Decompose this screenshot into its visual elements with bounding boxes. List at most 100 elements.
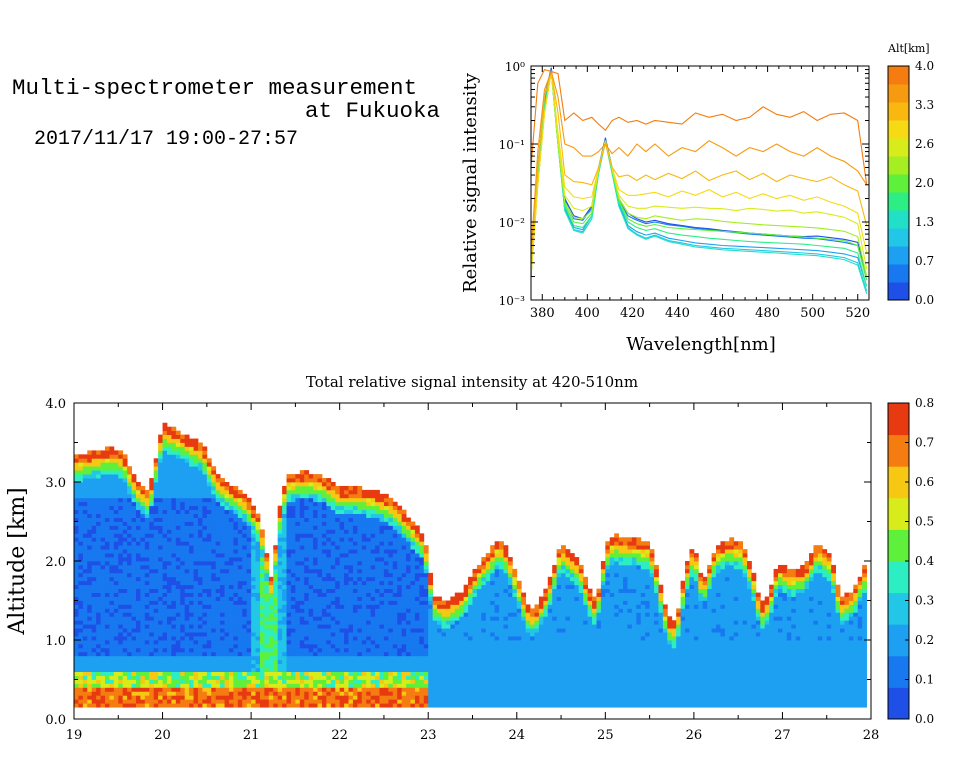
heatmap-cell xyxy=(215,624,221,629)
heatmap-cell xyxy=(228,485,234,491)
heatmap-cell xyxy=(379,576,385,582)
heatmap-cell xyxy=(127,501,132,507)
heatmap-cell xyxy=(370,683,376,688)
heatmap-cell xyxy=(233,533,239,538)
heatmap-cell xyxy=(87,663,93,669)
heatmap-cell xyxy=(428,671,434,676)
heatmap-cell xyxy=(220,553,225,558)
heatmap-cell xyxy=(224,675,230,680)
heatmap-cell xyxy=(140,568,146,574)
heatmap-cell xyxy=(87,489,93,495)
heatmap-cell xyxy=(144,675,150,680)
heatmap-cell xyxy=(308,691,314,696)
heatmap-cell xyxy=(383,572,389,578)
heatmap-cell xyxy=(96,624,101,629)
heatmap-cell xyxy=(454,683,460,688)
heatmap-cell xyxy=(361,545,367,550)
heatmap-cell xyxy=(175,557,181,562)
heatmap-cell xyxy=(153,703,159,708)
heatmap-cell xyxy=(127,647,132,653)
heatmap-cell xyxy=(383,568,389,574)
heatmap-cell xyxy=(118,564,124,570)
heatmap-cell xyxy=(78,683,84,688)
heatmap-cell xyxy=(423,612,429,617)
heatmap-cell xyxy=(91,647,97,653)
heatmap-cell xyxy=(330,489,336,495)
heatmap-cell xyxy=(237,651,243,657)
heatmap-cell xyxy=(104,553,110,558)
altitude-colorbar-tick-label: 1.3 xyxy=(915,215,934,229)
heatmap-cell xyxy=(175,458,181,463)
heatmap-cell xyxy=(211,549,217,554)
heatmap-cell xyxy=(246,675,252,680)
heatmap-cell xyxy=(454,655,460,661)
heatmap-cell xyxy=(233,525,239,530)
heatmap-cell xyxy=(259,564,265,570)
heatmap-cell xyxy=(96,636,101,641)
heatmap-cell xyxy=(215,584,221,590)
heatmap-cell xyxy=(149,600,155,605)
heatmap-cell xyxy=(352,497,358,503)
heatmap-cell xyxy=(441,624,447,629)
heatmap-cell xyxy=(286,485,292,491)
heatmap-cell xyxy=(104,671,110,676)
heatmap-cell xyxy=(321,541,327,546)
heatmap-cell xyxy=(82,576,88,582)
heatmap-cell xyxy=(370,604,376,609)
heatmap-cell xyxy=(180,474,186,479)
heatmap-cell xyxy=(344,513,349,518)
heatmap-cell xyxy=(127,505,132,511)
heatmap-cell xyxy=(113,699,119,704)
heatmap-cell xyxy=(197,529,203,534)
heatmap-cell xyxy=(282,529,287,534)
heatmap-cell xyxy=(171,564,177,570)
heatmap-cell xyxy=(326,564,332,570)
heatmap-cell xyxy=(175,553,181,558)
heatmap-cell xyxy=(162,671,168,676)
heatmap-cell xyxy=(290,612,296,617)
heatmap-cell xyxy=(383,588,389,593)
heatmap-cell xyxy=(392,564,398,570)
heatmap-cell xyxy=(352,651,358,657)
heatmap-cell xyxy=(313,624,318,629)
heatmap-cell xyxy=(202,553,208,558)
heatmap-cell xyxy=(264,572,270,578)
heatmap-cell xyxy=(295,541,301,546)
heatmap-cell xyxy=(158,458,163,463)
heatmap-cell xyxy=(259,628,265,633)
heatmap-cell xyxy=(78,513,84,518)
heatmap-cell xyxy=(82,675,88,680)
heatmap-cell xyxy=(255,533,261,538)
heatmap-cell xyxy=(339,545,345,550)
heatmap-cell xyxy=(74,612,79,617)
heatmap-cell xyxy=(290,588,296,593)
heatmap-cell xyxy=(348,703,354,708)
heatmap-cell xyxy=(237,699,243,704)
heatmap-cell xyxy=(211,505,217,511)
heatmap-cell xyxy=(375,687,380,692)
heatmap-cell xyxy=(220,687,225,692)
heatmap-cell xyxy=(104,655,110,661)
heatmap-cell xyxy=(273,675,279,680)
heatmap-cell xyxy=(166,485,172,491)
spectrum-x-tick-label: 500 xyxy=(800,306,825,321)
heatmap-cell xyxy=(127,675,132,680)
heatmap-cell xyxy=(100,671,106,676)
heatmap-cell xyxy=(397,616,403,621)
heatmap-cell xyxy=(91,454,97,459)
heatmap-cell xyxy=(313,695,318,700)
heatmap-cell xyxy=(91,493,97,499)
heatmap-cell xyxy=(264,624,270,629)
heatmap-cell xyxy=(392,592,398,597)
heatmap-cell xyxy=(104,450,110,455)
heatmap-cell xyxy=(189,446,194,451)
heatmap-cell xyxy=(193,557,199,562)
heatmap-cell xyxy=(317,671,323,676)
heatmap-cell xyxy=(215,703,221,708)
heatmap-cell xyxy=(313,663,318,669)
heatmap-cell xyxy=(450,671,456,676)
heatmap-cell xyxy=(140,541,146,546)
heatmap-cell xyxy=(290,592,296,597)
heatmap-cell xyxy=(383,608,389,613)
heatmap-cell xyxy=(437,600,442,605)
